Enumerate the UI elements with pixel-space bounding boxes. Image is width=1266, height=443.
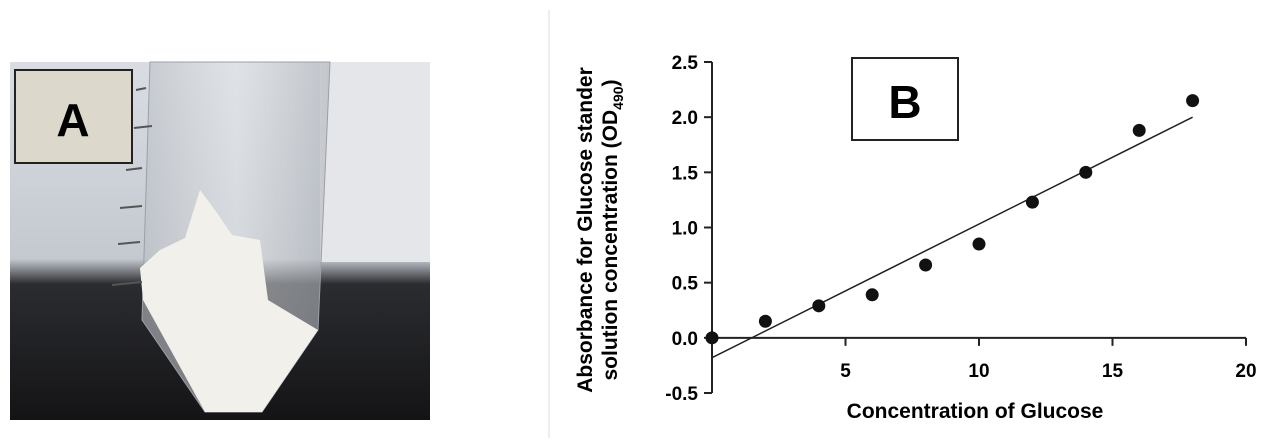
x-tick-label: 15: [1102, 361, 1124, 382]
panel-label: B: [888, 76, 921, 128]
y-tick-label: 1.0: [672, 219, 698, 240]
photo-wall: [320, 62, 430, 262]
y-axis-label-subscript: 490: [610, 86, 626, 110]
y-axis-label-text: solution concentration (OD: [599, 110, 622, 381]
panel-label: A: [56, 94, 89, 146]
y-tick-label: 2.5: [672, 53, 699, 74]
fit-line: [712, 117, 1193, 358]
data-point: [973, 238, 986, 251]
y-tick-label: 0.5: [672, 274, 699, 295]
x-tick-label: 10: [968, 361, 989, 382]
x-tick-label: 5: [840, 361, 851, 382]
y-tick-label: -0.5: [665, 384, 698, 405]
y-tick-label: 2.0: [672, 108, 698, 129]
data-point: [706, 331, 719, 344]
y-axis-label: Absorbance for Glucose stander: [574, 67, 597, 393]
data-point: [759, 315, 772, 328]
data-point: [866, 288, 879, 301]
y-axis-label-text: ): [599, 79, 622, 86]
x-axis-label: Concentration of Glucose: [847, 400, 1104, 423]
y-tick-label: 0.0: [672, 329, 698, 350]
data-point: [1079, 166, 1092, 179]
x-tick-label: 20: [1235, 361, 1256, 382]
data-point: [1133, 124, 1146, 137]
data-point: [812, 299, 825, 312]
y-axis-label: solution concentration (OD490): [599, 79, 626, 380]
data-point: [1186, 94, 1199, 107]
photo-panel: A: [10, 62, 430, 420]
figure: A B Concentration of Glucose Absorbance …: [0, 0, 1266, 438]
chart-panel: B Concentration of Glucose Absorbance fo…: [574, 58, 1103, 423]
data-point: [919, 259, 932, 272]
data-point: [1026, 196, 1039, 209]
y-tick-label: 1.5: [672, 163, 699, 184]
